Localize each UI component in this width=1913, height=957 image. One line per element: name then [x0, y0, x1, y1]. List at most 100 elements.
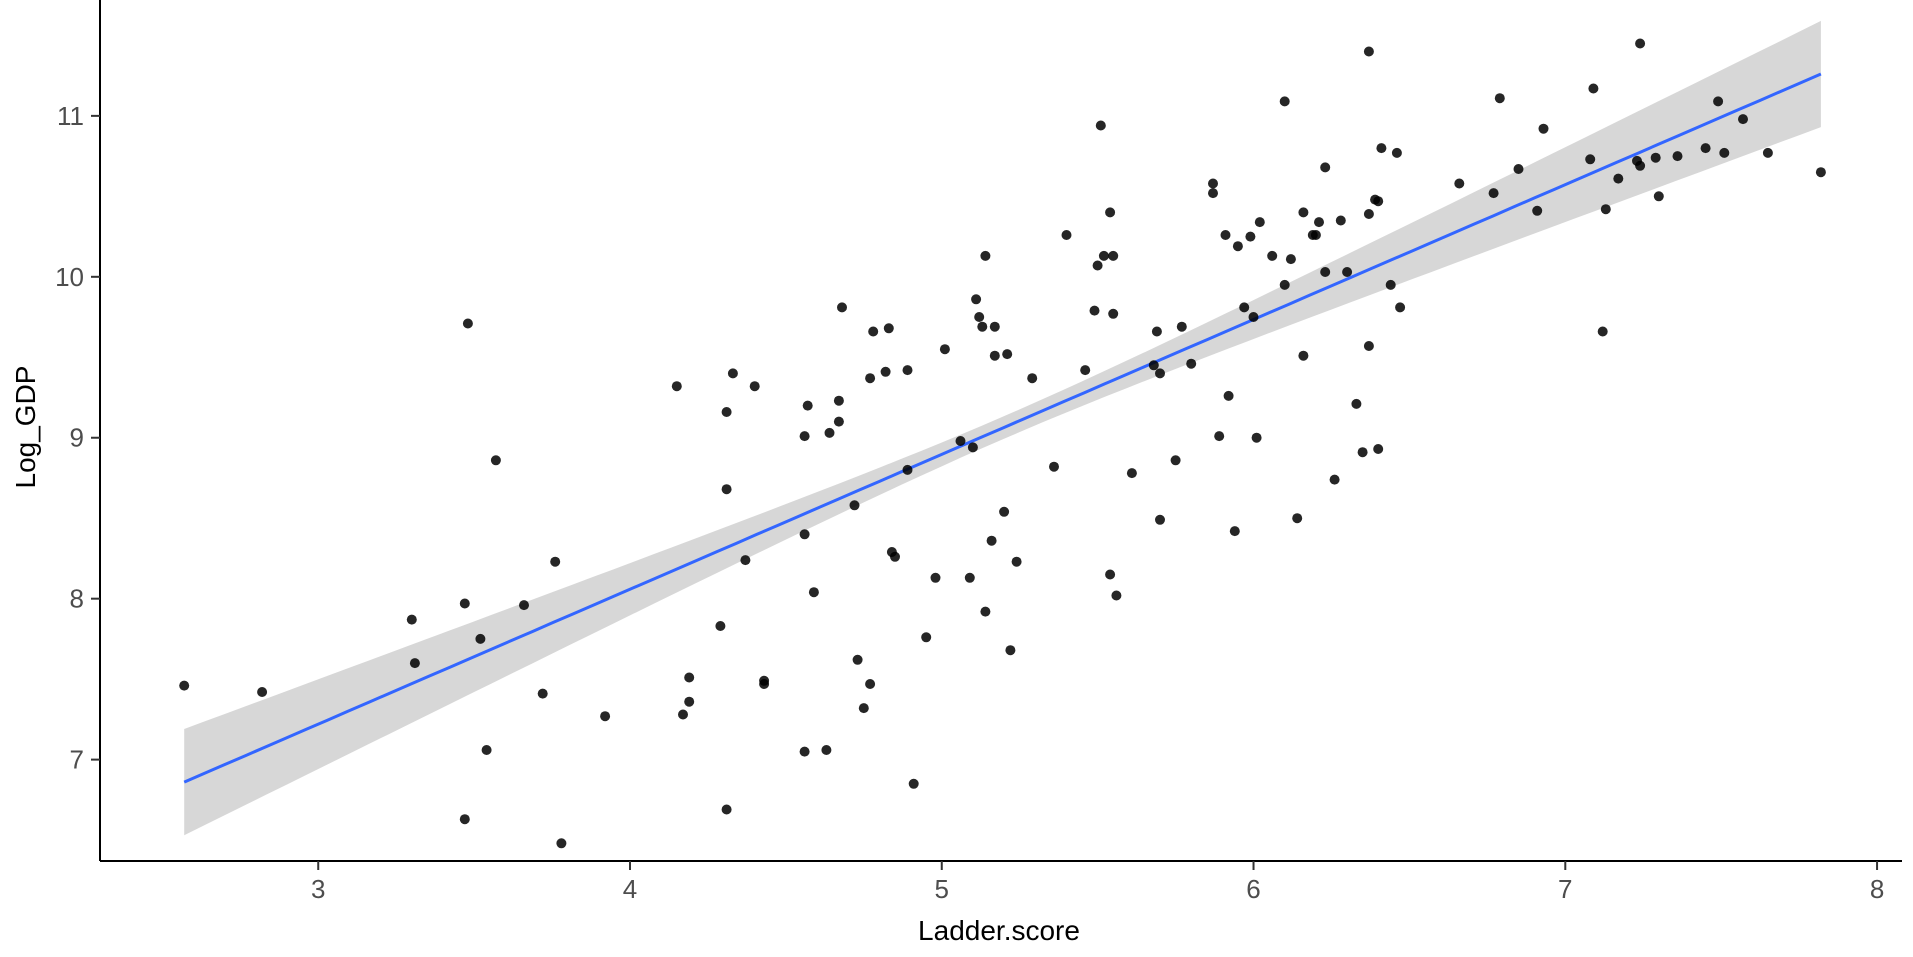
- data-point: [902, 464, 913, 475]
- x-tick-label: 5: [935, 874, 949, 904]
- data-point: [179, 680, 190, 691]
- data-point: [1713, 96, 1724, 107]
- data-point: [257, 687, 268, 697]
- data-point: [1239, 302, 1250, 313]
- data-point: [490, 455, 501, 466]
- data-point: [721, 407, 732, 417]
- data-point: [1011, 556, 1022, 567]
- data-point: [865, 679, 876, 689]
- data-point: [727, 368, 738, 379]
- data-point: [1320, 162, 1331, 173]
- x-tick-label: 3: [311, 874, 325, 904]
- data-point: [1762, 147, 1773, 158]
- data-point: [799, 431, 810, 442]
- data-point: [1105, 569, 1116, 580]
- data-point: [1148, 360, 1159, 371]
- axes: 3 4 5 6 7 8 7 8 9 10 11: [55, 0, 1902, 904]
- data-point: [868, 326, 879, 337]
- data-point: [550, 556, 561, 567]
- data-point: [1635, 160, 1646, 171]
- data-point: [1248, 312, 1259, 322]
- data-point: [1719, 147, 1730, 158]
- data-point: [971, 294, 982, 305]
- data-point: [1108, 250, 1119, 261]
- data-point: [1027, 373, 1038, 384]
- data-point: [1532, 205, 1543, 216]
- data-point: [1186, 358, 1197, 369]
- data-point: [908, 778, 919, 789]
- data-point: [1329, 474, 1340, 485]
- data-point: [1292, 513, 1303, 524]
- x-tick-label: 4: [623, 874, 637, 904]
- data-point: [1363, 341, 1374, 351]
- data-point: [980, 250, 991, 261]
- regression-line: [183, 72, 1822, 784]
- data-point: [921, 632, 932, 643]
- data-point: [1385, 279, 1396, 290]
- data-point: [1653, 191, 1664, 202]
- data-point: [715, 621, 726, 631]
- data-point: [537, 688, 548, 699]
- data-point: [1342, 267, 1353, 277]
- data-point: [1105, 207, 1116, 218]
- data-point: [1395, 302, 1406, 313]
- data-point: [883, 323, 894, 334]
- data-point: [939, 344, 950, 355]
- data-point: [406, 614, 417, 625]
- data-point: [1089, 305, 1100, 316]
- data-point: [858, 703, 869, 714]
- data-point: [1538, 123, 1549, 134]
- x-tick-label: 8: [1870, 874, 1884, 904]
- data-point: [1298, 207, 1309, 218]
- data-point: [721, 804, 732, 815]
- data-point: [1454, 178, 1465, 189]
- data-point: [980, 606, 991, 617]
- data-point: [977, 321, 988, 332]
- x-tick-label: 7: [1558, 874, 1572, 904]
- data-point: [684, 696, 695, 707]
- data-point: [1376, 143, 1387, 154]
- data-point: [678, 709, 688, 720]
- y-tick-label: 8: [70, 584, 84, 614]
- data-point: [1613, 173, 1624, 184]
- x-tick-label: 6: [1246, 874, 1260, 904]
- data-point: [1092, 260, 1103, 271]
- data-point: [824, 427, 835, 438]
- data-point: [1310, 230, 1321, 240]
- y-axis-title: Log_GDP: [10, 366, 41, 489]
- data-point: [1513, 164, 1524, 174]
- data-point: [519, 600, 529, 611]
- data-point: [1208, 178, 1218, 189]
- fit-line-layer: [183, 72, 1822, 784]
- data-point: [1363, 46, 1374, 57]
- data-point: [749, 381, 760, 392]
- data-point: [1585, 154, 1596, 165]
- data-point: [459, 814, 470, 825]
- data-point: [1151, 326, 1162, 337]
- data-point: [1320, 267, 1331, 277]
- data-point: [1635, 38, 1646, 49]
- data-point: [1279, 279, 1290, 290]
- data-point: [808, 587, 819, 598]
- data-point: [1214, 431, 1225, 442]
- data-point: [1126, 468, 1137, 479]
- data-point: [740, 555, 751, 566]
- data-point: [1220, 230, 1231, 240]
- data-point: [600, 711, 611, 722]
- data-points-layer: [179, 38, 1826, 849]
- data-point: [1111, 590, 1122, 601]
- data-point: [986, 535, 997, 546]
- x-axis-title: Ladder.score: [918, 915, 1080, 946]
- data-point: [1155, 514, 1165, 525]
- data-point: [974, 312, 985, 322]
- data-point: [759, 679, 770, 689]
- data-point: [989, 321, 1000, 332]
- data-point: [409, 658, 420, 669]
- data-point: [1080, 365, 1091, 376]
- data-point: [989, 350, 1000, 361]
- data-point: [999, 506, 1010, 517]
- data-point: [849, 500, 860, 511]
- data-point: [1373, 196, 1384, 207]
- data-point: [1061, 230, 1072, 240]
